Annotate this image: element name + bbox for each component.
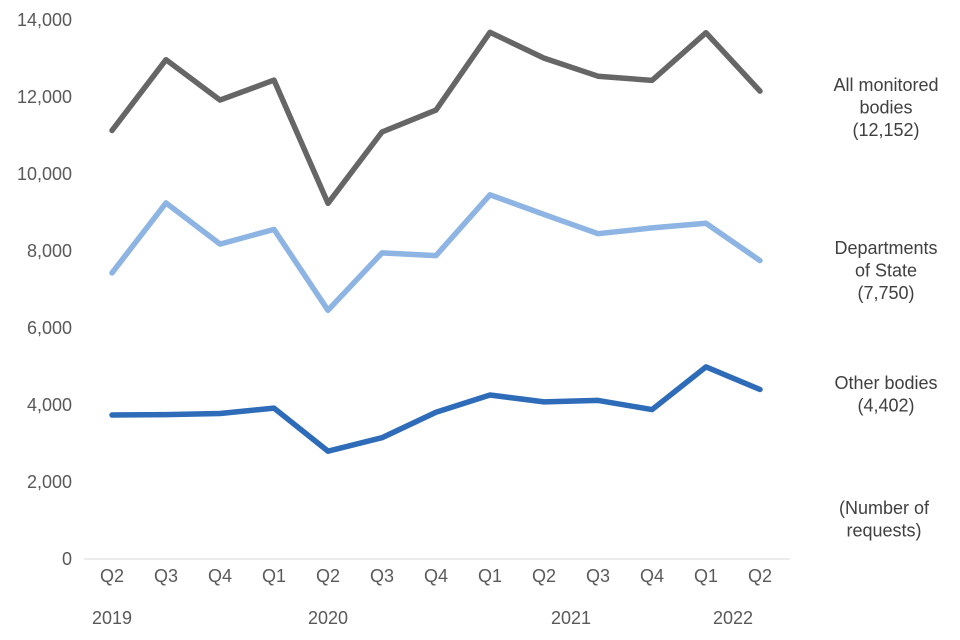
y-tick-label: 12,000 [17, 87, 72, 107]
series-line-dept [109, 192, 763, 314]
x-tick-label: Q2 [532, 566, 556, 586]
y-tick-label: 4,000 [27, 395, 72, 415]
y-tick-label: 14,000 [17, 10, 72, 30]
x-tick-label: Q2 [100, 566, 124, 586]
x-tick-label: Q1 [262, 566, 286, 586]
y-tick-label: 10,000 [17, 164, 72, 184]
series-label-line: All monitored [833, 75, 938, 95]
series-line-other [109, 364, 763, 454]
series-label-dept: Departments of State(7,750) [834, 238, 937, 303]
x-tick-label: Q2 [748, 566, 772, 586]
x-tick-label: Q1 [478, 566, 502, 586]
x-tick-label: Q3 [370, 566, 394, 586]
x-tick-label: Q3 [586, 566, 610, 586]
x-tick-label: Q2 [316, 566, 340, 586]
series-lines [109, 29, 763, 454]
series-label-line: Other bodies [834, 373, 937, 393]
series-label-line: of State [855, 261, 917, 281]
series-label-line: bodies [859, 98, 912, 118]
x-axis: Q2 Q3 Q4 Q1 Q2 Q3 Q4 Q1 Q2 Q3 Q4 Q1 Q2 2019 2020 2021 20… [84, 558, 790, 628]
x-year-label: 2022 [713, 608, 753, 628]
series-label-line: (12,152) [852, 120, 919, 140]
series-label-other: Other bodies (4,402) [834, 373, 937, 416]
x-tick-label: Q4 [208, 566, 232, 586]
series-label-all: All monitored bodies(12,152) [833, 75, 938, 140]
x-tick-label: Q3 [154, 566, 178, 586]
series-label-line: (7,750) [857, 283, 914, 303]
x-year-label: 2021 [551, 608, 591, 628]
x-tick-label: Q4 [424, 566, 448, 586]
y-tick-label: 0 [62, 549, 72, 569]
x-tick-label: Q1 [694, 566, 718, 586]
x-year-label: 2020 [308, 608, 348, 628]
x-year-label: 2019 [92, 608, 132, 628]
y-tick-label: 2,000 [27, 472, 72, 492]
series-line-all [109, 29, 763, 207]
x-tick-label: Q4 [640, 566, 664, 586]
series-label-line: (4,402) [857, 396, 914, 416]
y-axis: 0 2,000 4,000 6,000 8,000 10,000 12,000 14,000 [17, 10, 72, 569]
series-labels: All monitored bodies(12,152) Departments of… [833, 75, 938, 416]
unit-label-line: requests) [846, 521, 921, 541]
unit-label: (Number of requests) [839, 498, 930, 541]
y-tick-label: 6,000 [27, 318, 72, 338]
series-label-line: Departments [834, 238, 937, 258]
unit-label-line: (Number of [839, 498, 930, 518]
y-tick-label: 8,000 [27, 241, 72, 261]
